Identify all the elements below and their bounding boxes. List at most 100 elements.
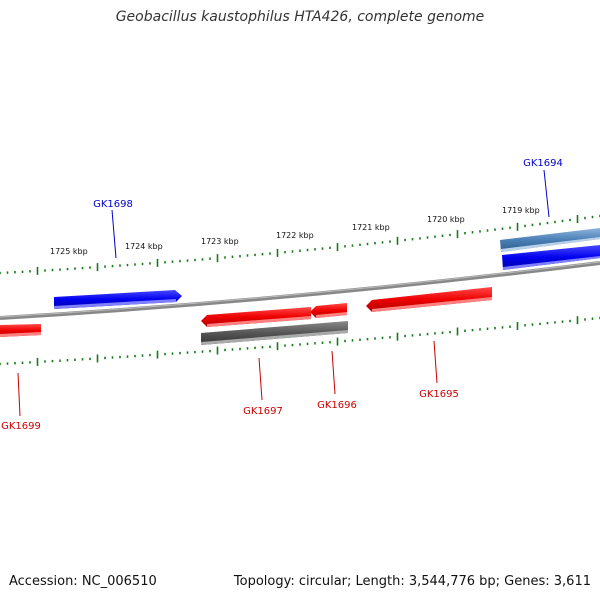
- leader-gk1694: [543, 169, 550, 218]
- outer-minor-tick: [284, 251, 286, 254]
- inner-minor-tick: [374, 337, 376, 340]
- inner-minor-tick: [531, 323, 534, 326]
- gene-label-gk1694[interactable]: GK1694: [523, 158, 563, 169]
- scale-label-1724: 1724 kbp: [125, 242, 163, 251]
- gene-gk1696[interactable]: [310, 303, 347, 318]
- inner-minor-tick: [486, 327, 489, 330]
- inner-minor-tick: [449, 330, 451, 334]
- genome-backbone-highlight: [0, 261, 600, 318]
- scale-label-1722: 1722 kbp: [276, 231, 314, 240]
- scale-label-1723: 1723 kbp: [201, 237, 239, 246]
- inner-minor-tick: [344, 339, 346, 343]
- inner-minor-tick: [81, 358, 84, 361]
- inner-minor-tick: [254, 346, 256, 350]
- outer-major-tick: [96, 263, 99, 272]
- inner-minor-tick: [419, 333, 421, 336]
- outer-minor-tick: [449, 233, 451, 237]
- scale-label-1725: 1725 kbp: [50, 247, 88, 256]
- outer-minor-tick: [111, 264, 114, 268]
- outer-minor-tick: [194, 258, 196, 262]
- inner-major-tick: [336, 337, 339, 346]
- gene-gk1698[interactable]: [54, 290, 182, 309]
- outer-minor-tick: [479, 230, 481, 233]
- inner-minor-tick: [426, 332, 429, 336]
- outer-major-tick: [396, 236, 399, 245]
- inner-major-tick: [576, 316, 579, 325]
- scale-label-1721: 1721 kbp: [352, 223, 390, 232]
- outer-minor-tick: [306, 248, 309, 252]
- inner-minor-tick: [104, 356, 106, 360]
- inner-minor-tick: [51, 359, 54, 363]
- outer-minor-tick: [351, 244, 354, 247]
- outer-minor-tick: [299, 249, 301, 252]
- inner-minor-tick: [194, 350, 196, 354]
- accession-text: Accession: NC_006510: [9, 574, 157, 589]
- outer-minor-tick: [434, 235, 436, 238]
- inner-minor-tick: [479, 328, 481, 331]
- gene-label-gk1699[interactable]: GK1699: [1, 421, 41, 432]
- outer-minor-tick: [501, 227, 504, 230]
- outer-minor-tick: [584, 216, 586, 220]
- inner-minor-tick: [44, 360, 46, 363]
- inner-minor-tick: [164, 352, 166, 356]
- inner-minor-tick: [561, 320, 564, 323]
- inner-major-tick: [36, 357, 39, 366]
- inner-minor-tick: [284, 344, 286, 347]
- outer-minor-tick: [186, 259, 189, 262]
- outer-minor-tick: [314, 248, 316, 251]
- outer-minor-tick: [591, 215, 594, 219]
- inner-minor-tick: [66, 359, 69, 362]
- inner-minor-tick: [261, 346, 264, 349]
- outer-minor-tick: [381, 241, 384, 244]
- outer-minor-tick: [6, 271, 9, 274]
- outer-minor-tick: [171, 260, 174, 263]
- outer-minor-tick: [494, 228, 496, 231]
- inner-minor-tick: [6, 362, 9, 365]
- outer-minor-tick: [344, 245, 346, 248]
- genome-backbone: [0, 261, 600, 320]
- outer-minor-tick: [89, 266, 91, 269]
- inner-minor-tick: [411, 334, 414, 337]
- inner-major-tick: [276, 342, 279, 351]
- outer-minor-tick: [44, 269, 46, 272]
- leader-gk1695: [433, 340, 438, 384]
- gene-label-gk1697[interactable]: GK1697: [243, 406, 283, 417]
- inner-minor-tick: [246, 347, 249, 350]
- outer-minor-tick: [231, 255, 234, 258]
- inner-minor-tick: [359, 338, 361, 341]
- outer-minor-tick: [149, 262, 151, 265]
- gene-label-gk1698[interactable]: GK1698: [93, 199, 133, 210]
- gene-gk1697-other[interactable]: [201, 321, 348, 345]
- outer-minor-tick: [554, 220, 556, 224]
- outer-minor-tick: [81, 266, 84, 270]
- inner-minor-tick: [186, 351, 189, 354]
- inner-minor-tick: [171, 352, 174, 355]
- genome-summary-text: Topology: circular; Length: 3,544,776 bp…: [233, 574, 591, 589]
- inner-major-tick: [516, 322, 519, 330]
- inner-minor-tick: [494, 326, 496, 330]
- inner-minor-tick: [569, 319, 571, 323]
- gene-gk1694[interactable]: [502, 245, 600, 270]
- scale-label-1720: 1720 kbp: [427, 215, 465, 224]
- inner-major-tick: [396, 332, 399, 341]
- inner-minor-tick: [584, 318, 586, 321]
- gene-label-gk1695[interactable]: GK1695: [419, 389, 459, 400]
- gene-gk1694-other[interactable]: [500, 228, 600, 252]
- gene-gk1699[interactable]: [0, 324, 41, 337]
- gene-label-gk1696[interactable]: GK1696: [317, 400, 357, 411]
- gene-gk1695[interactable]: [366, 287, 492, 312]
- inner-minor-tick: [111, 356, 114, 359]
- outer-minor-tick: [539, 222, 541, 226]
- outer-major-tick: [336, 243, 339, 252]
- inner-minor-tick: [59, 359, 61, 362]
- map-title: Geobacillus kaustophilus HTA426, complet…: [115, 9, 485, 25]
- outer-minor-tick: [104, 265, 106, 268]
- outer-minor-tick: [74, 267, 76, 270]
- outer-minor-tick: [366, 242, 369, 246]
- gene-gk1697[interactable]: [201, 307, 311, 327]
- inner-minor-tick: [209, 349, 211, 353]
- inner-minor-tick: [239, 347, 241, 351]
- inner-tick-track: [0, 316, 600, 366]
- inner-minor-tick: [329, 341, 331, 344]
